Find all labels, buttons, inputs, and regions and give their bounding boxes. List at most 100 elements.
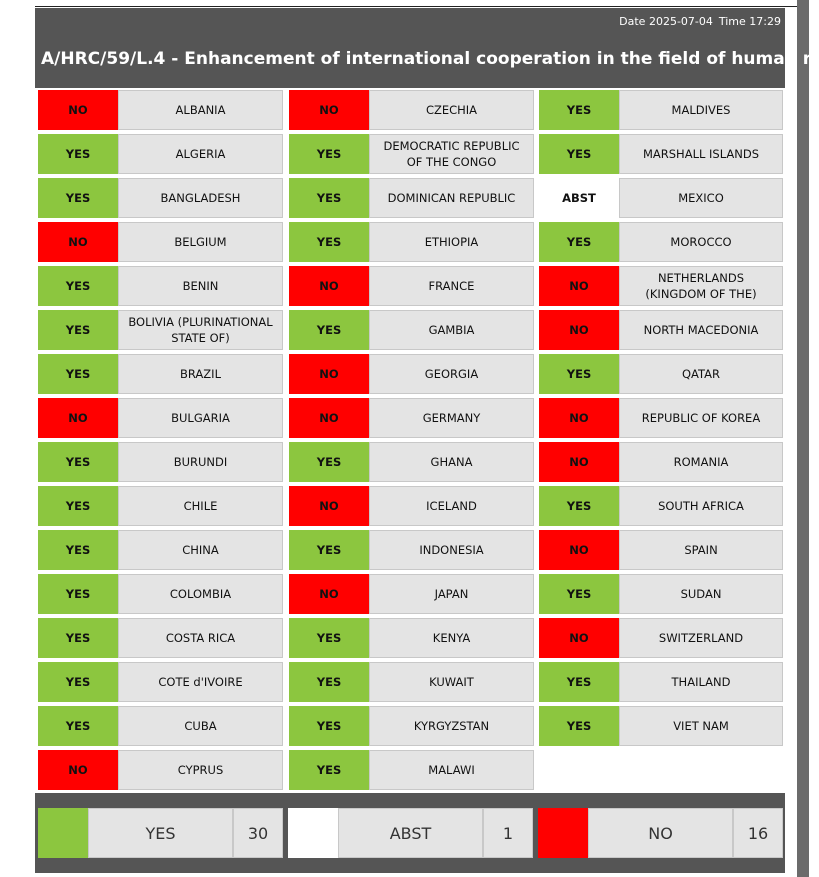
country-cell: SWITZERLAND [619, 618, 783, 658]
vote-cell: YES [539, 134, 619, 174]
country-cell: COLOMBIA [118, 574, 283, 614]
vote-cell: NO [38, 750, 118, 790]
summary-count: 30 [233, 808, 283, 858]
country-cell: BELGIUM [118, 222, 283, 262]
summary-count: 16 [733, 808, 783, 858]
country-cell: BRAZIL [118, 354, 283, 394]
date: Date 2025-07-04 [619, 15, 713, 28]
country-cell: GAMBIA [369, 310, 534, 350]
country-cell: KENYA [369, 618, 534, 658]
vote-cell: NO [289, 354, 369, 394]
vote-cell: YES [38, 574, 118, 614]
vote-cell: YES [289, 706, 369, 746]
vote-cell: YES [38, 662, 118, 702]
country-cell: DOMINICAN REPUBLIC [369, 178, 534, 218]
vote-cell: NO [539, 266, 619, 306]
vote-cell: ABST [539, 178, 619, 218]
vote-cell: YES [38, 354, 118, 394]
vote-cell: YES [38, 134, 118, 174]
scrollbar[interactable] [797, 0, 809, 877]
summary-swatch [538, 808, 588, 858]
country-cell: ALBANIA [118, 90, 283, 130]
summary-swatch [288, 808, 338, 858]
vote-cell: NO [289, 486, 369, 526]
country-cell: BENIN [118, 266, 283, 306]
country-cell: JAPAN [369, 574, 534, 614]
vote-cell: YES [38, 530, 118, 570]
country-cell: DEMOCRATIC REPUBLIC OF THE CONGO [369, 134, 534, 174]
country-cell: CUBA [118, 706, 283, 746]
summary-label: YES [88, 808, 233, 858]
vote-cell: NO [289, 90, 369, 130]
country-cell: KUWAIT [369, 662, 534, 702]
time: Time 17:29 [718, 15, 781, 28]
vote-cell: YES [539, 574, 619, 614]
vote-cell: NO [539, 398, 619, 438]
country-cell: COSTA RICA [118, 618, 283, 658]
vote-cell: YES [289, 178, 369, 218]
vote-cell: NO [539, 618, 619, 658]
country-cell: ETHIOPIA [369, 222, 534, 262]
vote-cell: YES [38, 706, 118, 746]
vote-cell: YES [38, 442, 118, 482]
country-cell: GHANA [369, 442, 534, 482]
country-cell: CZECHIA [369, 90, 534, 130]
vote-cell: YES [539, 662, 619, 702]
summary-count: 1 [483, 808, 533, 858]
country-cell: BANGLADESH [118, 178, 283, 218]
vote-cell: YES [38, 618, 118, 658]
country-cell: BOLIVIA (PLURINATIONAL STATE OF) [118, 310, 283, 350]
vote-cell: NO [289, 398, 369, 438]
datetime: Date 2025-07-04 Time 17:29 [619, 15, 781, 28]
vote-cell: YES [289, 310, 369, 350]
country-cell: GEORGIA [369, 354, 534, 394]
country-cell: BULGARIA [118, 398, 283, 438]
country-cell: INDONESIA [369, 530, 534, 570]
summary-label: ABST [338, 808, 483, 858]
country-cell: MALAWI [369, 750, 534, 790]
country-cell: NORTH MACEDONIA [619, 310, 783, 350]
vote-cell: YES [539, 486, 619, 526]
title: A/HRC/59/L.4 - Enhancement of internatio… [41, 49, 819, 69]
vote-cell: YES [38, 266, 118, 306]
country-cell: ALGERIA [118, 134, 283, 174]
header: Date 2025-07-04 Time 17:29 A/HRC/59/L.4 -… [35, 8, 819, 88]
country-cell: REPUBLIC OF KOREA [619, 398, 783, 438]
vote-cell: NO [539, 310, 619, 350]
country-cell: GERMANY [369, 398, 534, 438]
vote-cell: YES [539, 90, 619, 130]
vote-cell: YES [38, 178, 118, 218]
vote-cell: YES [539, 354, 619, 394]
vote-cell: YES [539, 222, 619, 262]
summary-bar: YES 30 ABST 1 NO 16 [35, 793, 785, 873]
country-cell: MEXICO [619, 178, 783, 218]
vote-cell: NO [289, 266, 369, 306]
country-cell: MOROCCO [619, 222, 783, 262]
vote-cell: YES [289, 750, 369, 790]
vote-cell: NO [539, 442, 619, 482]
vote-cell: YES [289, 618, 369, 658]
vote-cell: NO [38, 398, 118, 438]
vote-cell: YES [38, 486, 118, 526]
vote-cell: YES [38, 310, 118, 350]
top-rule [35, 6, 797, 7]
vote-cell: NO [38, 222, 118, 262]
country-cell: VIET NAM [619, 706, 783, 746]
country-cell: SPAIN [619, 530, 783, 570]
vote-cell: YES [289, 442, 369, 482]
country-cell: SUDAN [619, 574, 783, 614]
summary-swatch [38, 808, 88, 858]
country-cell: FRANCE [369, 266, 534, 306]
summary-label: NO [588, 808, 733, 858]
country-cell: COTE d'IVOIRE [118, 662, 283, 702]
vote-cell: YES [289, 134, 369, 174]
country-cell: ICELAND [369, 486, 534, 526]
vote-cell: YES [539, 706, 619, 746]
country-cell: QATAR [619, 354, 783, 394]
country-cell: CHILE [118, 486, 283, 526]
country-cell: BURUNDI [118, 442, 283, 482]
country-cell: NETHERLANDS (KINGDOM OF THE) [619, 266, 783, 306]
country-cell: KYRGYZSTAN [369, 706, 534, 746]
vote-cell: NO [539, 530, 619, 570]
